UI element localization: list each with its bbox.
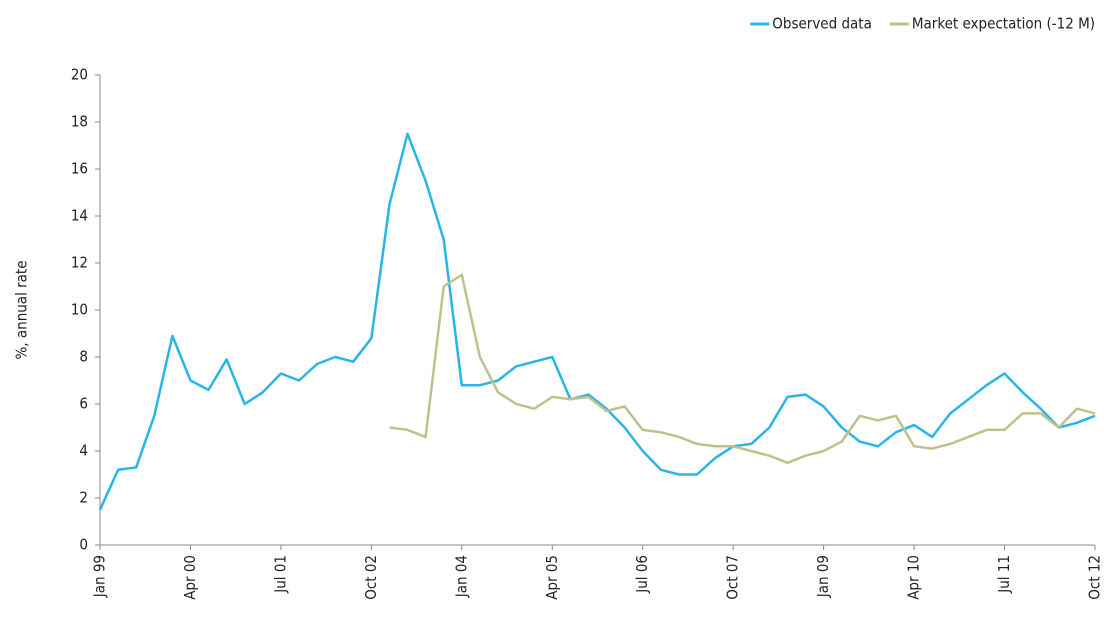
- y-tick-label: 0: [79, 536, 88, 554]
- x-tick-label: Jul 06: [633, 555, 651, 594]
- y-tick-label: 4: [79, 442, 88, 460]
- x-tick-label: Jan 09: [814, 555, 832, 598]
- y-tick-label: 12: [71, 254, 88, 272]
- y-tick-label: 10: [71, 301, 88, 319]
- y-tick-label: 8: [79, 348, 88, 366]
- x-tick-label: Apr 00: [181, 555, 199, 600]
- y-tick-label: 16: [71, 160, 88, 178]
- y-axis-label: %, annual rate: [13, 260, 31, 359]
- x-tick-label: Apr 10: [905, 555, 923, 600]
- y-tick-label: 6: [79, 395, 88, 413]
- series-line: [98, 132, 1096, 511]
- x-tick-label: Oct 12: [1086, 555, 1104, 600]
- x-tick-label: Jul 01: [271, 555, 289, 594]
- x-tick-label: Jan 04: [452, 555, 470, 598]
- y-tick-label: 18: [71, 113, 88, 131]
- y-tick-label: 14: [71, 207, 88, 225]
- legend-label: Market expectation (-12 M): [912, 15, 1095, 33]
- legend-label: Observed data: [772, 15, 872, 33]
- y-tick-label: 20: [71, 66, 88, 84]
- x-tick-label: Jul 11: [995, 555, 1013, 594]
- series-line: [389, 273, 1096, 465]
- x-tick-label: Oct 02: [362, 555, 380, 600]
- x-tick-label: Jan 99: [91, 555, 109, 598]
- x-tick-label: Oct 07: [724, 555, 742, 600]
- y-tick-label: 2: [79, 489, 88, 507]
- x-tick-label: Apr 05: [543, 555, 561, 600]
